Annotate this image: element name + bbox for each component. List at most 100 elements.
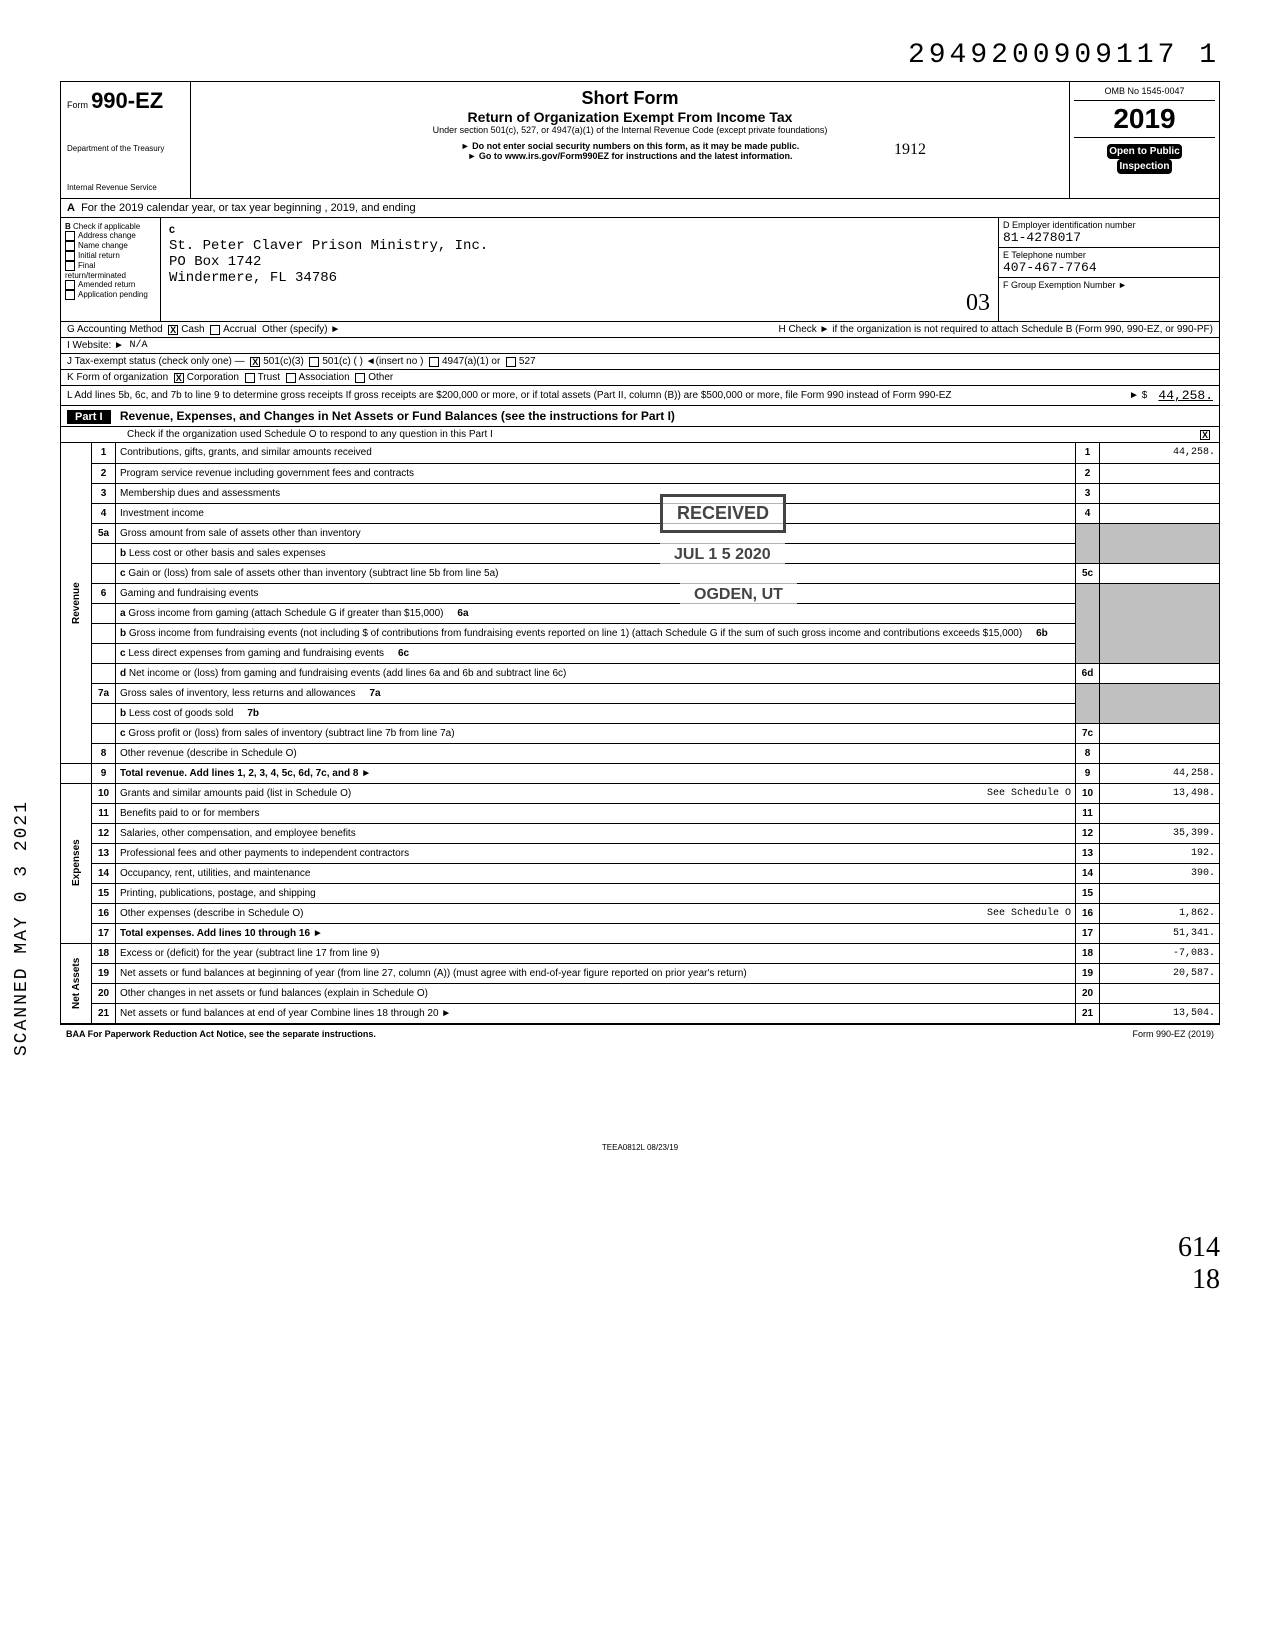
chk-assoc[interactable] [286,373,296,383]
line-13-amt: 192. [1100,843,1220,863]
received-stamp: RECEIVED [660,494,786,533]
baa-notice: BAA For Paperwork Reduction Act Notice, … [66,1029,376,1039]
line-12-amt: 35,399. [1100,823,1220,843]
handwritten-18: 18 [60,1264,1220,1296]
group-exemption-label: F Group Exemption Number ► [1003,280,1127,290]
table-row: a Gross income from gaming (attach Sched… [61,603,1220,623]
table-row: d Net income or (loss) from gaming and f… [61,663,1220,683]
dln-number: 2949200909117 1 [60,40,1220,71]
chk-trust[interactable] [245,373,255,383]
netassets-label: Net Assets [61,943,92,1023]
form-ref: Form 990-EZ (2019) [1132,1029,1214,1039]
chk-schedule-o[interactable]: X [1200,430,1210,440]
table-row: c Gross profit or (loss) from sales of i… [61,723,1220,743]
footer-row: BAA For Paperwork Reduction Act Notice, … [60,1024,1220,1043]
table-row: 19Net assets or fund balances at beginni… [61,963,1220,983]
org-name: St. Peter Claver Prison Ministry, Inc. [169,238,488,254]
gross-receipts: 44,258. [1158,388,1213,403]
line-9-amt: 44,258. [1100,763,1220,783]
chk-address[interactable] [65,231,75,241]
table-row: 15Printing, publications, postage, and s… [61,883,1220,903]
chk-4947[interactable] [429,357,439,367]
under-section: Under section 501(c), 527, or 4947(a)(1)… [197,125,1063,135]
block-bcdef: B Check if applicable Address change Nam… [60,218,1220,322]
table-row: 8Other revenue (describe in Schedule O)8 [61,743,1220,763]
handwritten-1912: 1912 [894,141,926,158]
calendar-year-text: For the 2019 calendar year, or tax year … [81,202,416,214]
table-row: 3Membership dues and assessments3 [61,483,1220,503]
table-row: b Less cost of goods sold 7b [61,703,1220,723]
chk-501c[interactable] [309,357,319,367]
table-row: 16Other expenses (describe in Schedule O… [61,903,1220,923]
form-number: 990-EZ [91,88,163,113]
part-i-title: Revenue, Expenses, and Changes in Net As… [120,409,675,423]
line-14-amt: 390. [1100,863,1220,883]
row-gh: G Accounting Method XCash Accrual Other … [60,322,1220,338]
row-a: A For the 2019 calendar year, or tax yea… [60,199,1220,218]
table-row: Revenue 1 Contributions, gifts, grants, … [61,443,1220,463]
line-10-amt: 13,498. [1100,783,1220,803]
table-row: 9Total revenue. Add lines 1, 2, 3, 4, 5c… [61,763,1220,783]
return-subtitle: Return of Organization Exempt From Incom… [197,109,1063,125]
table-row: 4Investment income4 [61,503,1220,523]
table-row: 14Occupancy, rent, utilities, and mainte… [61,863,1220,883]
phone-value: 407-467-7764 [1003,260,1097,275]
omb-number: OMB No 1545-0047 [1074,86,1215,101]
handwritten-614: 614 [60,1232,1220,1264]
ein-label: D Employer identification number [1003,220,1136,230]
table-row: 13Professional fees and other payments t… [61,843,1220,863]
chk-501c3[interactable]: X [250,357,260,367]
part-i-header: Part I Revenue, Expenses, and Changes in… [60,406,1220,427]
chk-pending[interactable] [65,290,75,300]
line-19-amt: 20,587. [1100,963,1220,983]
financial-table: Revenue 1 Contributions, gifts, grants, … [60,443,1220,1024]
table-row: 5aGross amount from sale of assets other… [61,523,1220,543]
tax-year: 2019 [1074,101,1215,138]
website-note: ► Go to www.irs.gov/Form990EZ for instru… [197,151,1063,161]
open-public-2: Inspection [1117,159,1171,174]
ogden-stamp: OGDEN, UT [680,580,797,610]
table-row: 6Gaming and fundraising events [61,583,1220,603]
chk-initial[interactable] [65,251,75,261]
table-row: 11Benefits paid to or for members11 [61,803,1220,823]
chk-cash[interactable]: X [168,325,178,335]
line-1-amt: 44,258. [1100,443,1220,463]
line-18-amt: -7,083. [1100,943,1220,963]
form-header: Form 990-EZ Department of the Treasury I… [60,81,1220,199]
table-row: c Gain or (loss) from sale of assets oth… [61,563,1220,583]
open-public-1: Open to Public [1107,144,1182,159]
part-i-check-row: Check if the organization used Schedule … [60,427,1220,443]
table-row: 20Other changes in net assets or fund ba… [61,983,1220,1003]
chk-corp[interactable]: X [174,373,184,383]
dept-irs: Internal Revenue Service [67,183,184,192]
chk-other-org[interactable] [355,373,365,383]
row-k: K Form of organization XCorporation Trus… [60,370,1220,386]
footer-code: TEEA0812L 08/23/19 [60,1143,1220,1152]
chk-527[interactable] [506,357,516,367]
chk-name[interactable] [65,241,75,251]
received-date-stamp: JUL 1 5 2020 [660,540,785,570]
chk-accrual[interactable] [210,325,220,335]
dept-treasury: Department of the Treasury [67,144,184,153]
line-21-amt: 13,504. [1100,1003,1220,1023]
table-row: 7aGross sales of inventory, less returns… [61,683,1220,703]
revenue-label: Revenue [61,443,92,763]
chk-final[interactable] [65,261,75,271]
chk-amended[interactable] [65,280,75,290]
line-16-amt: 1,862. [1100,903,1220,923]
org-addr2: Windermere, FL 34786 [169,270,337,286]
phone-label: E Telephone number [1003,250,1086,260]
table-row: 2Program service revenue including gover… [61,463,1220,483]
website-val: N/A [130,340,148,351]
expenses-label: Expenses [61,783,92,943]
table-row: 17Total expenses. Add lines 10 through 1… [61,923,1220,943]
org-addr1: PO Box 1742 [169,254,261,270]
scanned-stamp: SCANNED MAY 0 3 2021 [12,800,32,1056]
table-row: 12Salaries, other compensation, and empl… [61,823,1220,843]
table-row: Net Assets 18Excess or (deficit) for the… [61,943,1220,963]
row-l: L Add lines 5b, 6c, and 7b to line 9 to … [60,386,1220,406]
check-applicable: Check if applicable [73,222,140,231]
table-row: 21Net assets or fund balances at end of … [61,1003,1220,1023]
line-17-amt: 51,341. [1100,923,1220,943]
table-row: b Gross income from fundraising events (… [61,623,1220,643]
